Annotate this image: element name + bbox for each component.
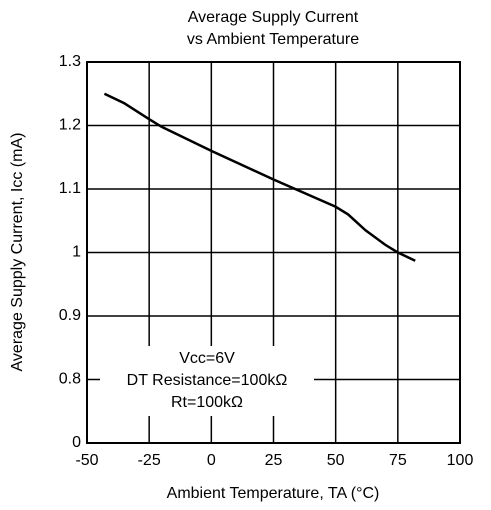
annotation: DT Resistance=100kΩ — [127, 372, 288, 389]
y-tick-label: 0.9 — [59, 307, 81, 324]
plot-frame — [86, 61, 461, 444]
x-tick-label: 50 — [327, 452, 345, 469]
y-tick-label: 0 — [72, 434, 81, 451]
annotation: Rt=100kΩ — [171, 394, 243, 411]
data-line — [103, 92, 416, 262]
chart-title: vs Ambient Temperature — [187, 31, 359, 48]
y-axis-label: Average Supply Current, Icc (mA) — [9, 133, 26, 372]
x-tick-label: -50 — [75, 452, 98, 469]
x-tick-label: -25 — [138, 452, 161, 469]
annotation: Vcc=6V — [179, 350, 235, 367]
x-tick-label: 0 — [207, 452, 216, 469]
y-tick-label: 1.2 — [59, 117, 81, 134]
y-tick-label: 1 — [72, 244, 81, 261]
x-tick-label: 75 — [389, 452, 407, 469]
y-tick-label: 0.8 — [59, 371, 81, 388]
x-tick-label: 100 — [447, 452, 474, 469]
x-axis-label: Ambient Temperature, TA (°C) — [167, 485, 380, 502]
y-tick-label: 1.1 — [59, 180, 81, 197]
annotation-box — [100, 346, 314, 416]
chart-title: Average Supply Current — [188, 9, 359, 26]
x-tick-label: 25 — [265, 452, 283, 469]
y-tick-label: 1.3 — [59, 53, 81, 70]
